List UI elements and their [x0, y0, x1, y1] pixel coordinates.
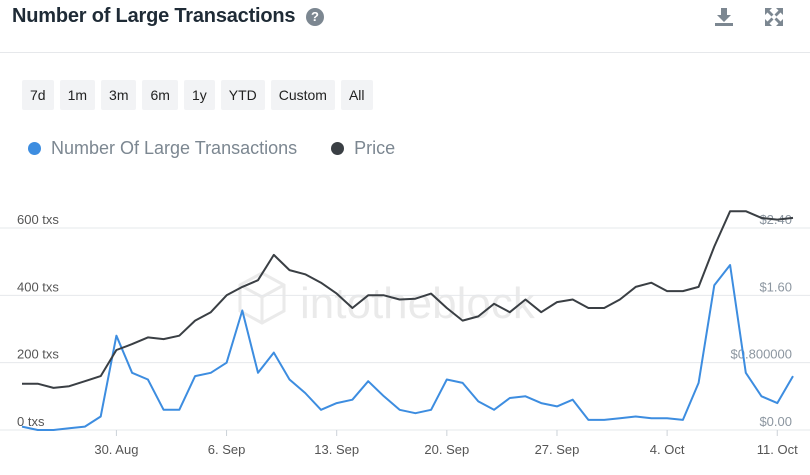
range-ytd-button[interactable]: YTD: [220, 80, 265, 110]
x-tick-label: 30. Aug: [94, 442, 138, 457]
help-icon[interactable]: ?: [306, 8, 324, 26]
y-right-tick-label: $0.00: [759, 414, 792, 429]
y-left-tick-label: 200 txs: [17, 347, 59, 362]
chart-legend: Number Of Large Transactions Price: [22, 138, 423, 159]
range-7d-button[interactable]: 7d: [22, 80, 54, 110]
time-range-selector: 7d 1m 3m 6m 1y YTD Custom All: [22, 80, 379, 110]
widget-title: Number of Large Transactions: [12, 5, 296, 27]
x-tick-label: 6. Sep: [208, 442, 246, 457]
expand-icon[interactable]: [762, 5, 786, 29]
legend-item-price[interactable]: Price: [325, 138, 395, 159]
y-left-tick-label: 0 txs: [17, 414, 45, 429]
range-3m-button[interactable]: 3m: [101, 80, 137, 110]
svg-text:intotheblock: intotheblock: [300, 279, 536, 328]
range-1m-button[interactable]: 1m: [59, 80, 96, 110]
range-6m-button[interactable]: 6m: [142, 80, 178, 110]
download-icon[interactable]: [712, 5, 736, 29]
watermark-logo: intotheblock: [238, 271, 536, 328]
legend-item-transactions[interactable]: Number Of Large Transactions: [22, 138, 297, 159]
y-right-tick-label: $0.800000: [731, 347, 792, 362]
x-tick-label: 27. Sep: [535, 442, 580, 457]
y-right-tick-label: $1.60: [759, 279, 792, 294]
widget-header: Number of Large Transactions ?: [0, 0, 810, 53]
y-left-tick-label: 400 txs: [17, 279, 59, 294]
x-tick-label: 20. Sep: [424, 442, 469, 457]
x-tick-label: 13. Sep: [314, 442, 359, 457]
legend-dot-transactions: [28, 142, 41, 155]
y-left-tick-label: 600 txs: [17, 212, 59, 227]
x-tick-label: 4. Oct: [650, 442, 685, 457]
series-line-transactions: [21, 264, 794, 431]
series-line-price: [22, 210, 794, 389]
legend-label-price: Price: [354, 138, 396, 158]
range-all-button[interactable]: All: [340, 80, 373, 110]
x-tick-label: 11. Oct: [757, 442, 798, 457]
range-custom-button[interactable]: Custom: [270, 80, 335, 110]
range-1y-button[interactable]: 1y: [183, 80, 215, 110]
legend-label-transactions: Number Of Large Transactions: [51, 138, 298, 158]
legend-dot-price: [331, 142, 345, 155]
